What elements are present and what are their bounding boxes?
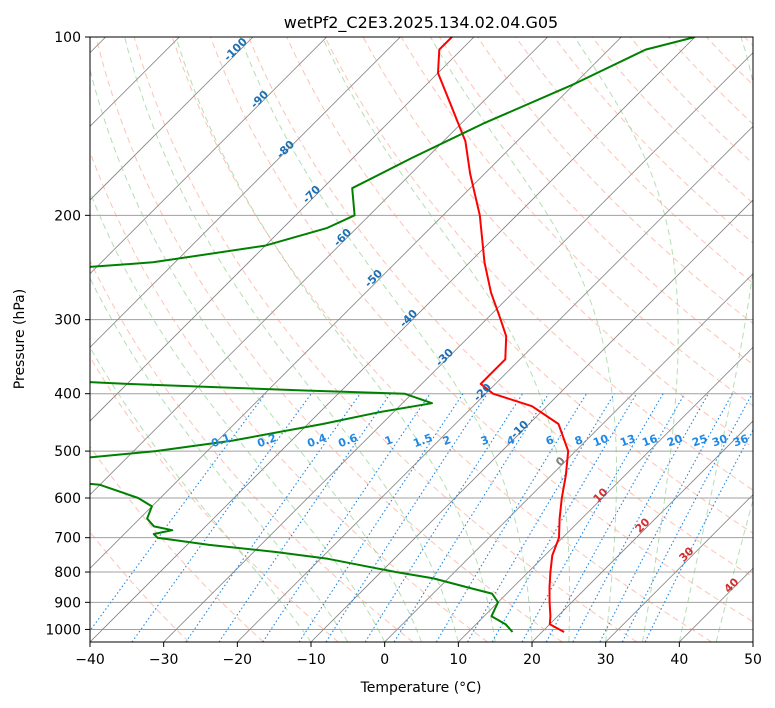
mixing-ratio-label: 2 <box>441 433 453 448</box>
y-tick-label: 900 <box>54 595 81 611</box>
mixing-ratio-label: 30 <box>710 432 729 450</box>
isotherm-line <box>605 494 753 642</box>
mixing-ratio-line <box>572 393 709 642</box>
isotherm-line <box>163 52 753 642</box>
isotherm-line <box>531 420 753 642</box>
y-tick-label: 300 <box>54 313 81 329</box>
mixing-ratio-line <box>325 393 488 642</box>
mixing-ratio-line <box>435 393 587 642</box>
moist-adiabat-line <box>239 37 533 642</box>
isotherm-line <box>90 37 696 642</box>
dry-adiabat-line <box>286 37 753 534</box>
x-tick-label: −40 <box>75 652 105 668</box>
zero-isotherm-line <box>384 272 753 642</box>
mixing-ratio-label: 20 <box>665 432 684 450</box>
isotherm-line <box>90 37 327 275</box>
x-tick-label: 30 <box>597 652 615 668</box>
x-tick-label: 50 <box>744 652 762 668</box>
dry-adiabat-line <box>133 37 638 642</box>
moist-adiabat-line <box>90 190 386 642</box>
mixing-ratio-label: 16 <box>640 432 659 450</box>
mixing-ratio-label: 25 <box>690 432 709 449</box>
mixing-ratio-label: 10 <box>591 432 610 450</box>
isotherm-line <box>90 37 475 422</box>
mixing-ratio-line <box>545 393 686 642</box>
x-tick-label: −20 <box>223 652 253 668</box>
x-tick-label: −10 <box>296 652 326 668</box>
moist-adiabat-line <box>715 498 753 642</box>
isotherm-line <box>90 37 548 496</box>
x-tick-label: 20 <box>523 652 541 668</box>
temperature-profile-line <box>437 37 570 633</box>
mixing-ratio-label: 1.5 <box>411 431 434 450</box>
y-tick-label: 700 <box>54 531 81 547</box>
y-tick-label: 500 <box>54 444 81 460</box>
mixing-ratio-line <box>644 428 753 642</box>
isotherm-line <box>458 346 753 642</box>
moist-adiabat-line <box>429 37 617 642</box>
y-tick-label: 100 <box>54 30 81 46</box>
mixing-ratio-line <box>467 393 615 642</box>
moist-adiabat-line <box>90 346 312 642</box>
mixing-ratio-line <box>491 393 637 642</box>
dry-adiabat-line <box>95 37 563 642</box>
dry-adiabat-line <box>248 37 753 578</box>
y-tick-label: 200 <box>54 208 81 224</box>
dry-adiabat-line <box>90 445 264 642</box>
y-tick-label: 600 <box>54 491 81 507</box>
chart-title: wetPf2_C2E3.2025.134.02.04.G05 <box>284 13 558 33</box>
moist-adiabat-line <box>175 37 496 642</box>
dry-adiabat-line <box>324 37 753 491</box>
dry-adiabat-line <box>171 37 712 642</box>
dry-adiabat-line <box>210 37 753 623</box>
mixing-ratio-label: 0.2 <box>255 431 278 450</box>
mixing-ratio-label: 13 <box>618 432 637 449</box>
isotherm-line <box>90 37 401 348</box>
isotherm-line <box>90 37 622 569</box>
mixing-ratio-line <box>393 393 550 642</box>
mixing-ratio-label: 0.6 <box>336 431 359 450</box>
moist-adiabat-line <box>678 37 753 642</box>
mixing-ratio-label: 4 <box>505 433 517 448</box>
x-tick-label: −30 <box>149 652 179 668</box>
mixing-ratio-label: 0.1 <box>209 431 232 450</box>
moist-adiabat-line <box>90 276 349 642</box>
x-axis-title: Temperature (°C) <box>360 680 482 696</box>
x-tick-label: 0 <box>380 652 389 668</box>
mixing-ratio-line <box>131 393 312 642</box>
x-tick-label: 40 <box>670 652 688 668</box>
dry-adiabat-line <box>90 259 414 642</box>
mixing-ratio-label: 1 <box>383 433 395 448</box>
dry-adiabat-line <box>90 356 339 642</box>
x-tick-label: 10 <box>449 652 467 668</box>
mixing-ratio-label: 36 <box>731 432 750 450</box>
y-axis-title: Pressure (hPa) <box>12 289 28 389</box>
moist-adiabat-line <box>90 67 422 642</box>
plot-frame <box>89 36 754 643</box>
mixing-ratio-line <box>364 393 524 642</box>
mixing-ratio-label: 0.4 <box>305 431 328 450</box>
mixing-ratio-label: 6 <box>544 433 556 448</box>
moist-adiabat-line <box>573 37 679 642</box>
mixing-ratio-line <box>298 393 464 642</box>
y-tick-label: 800 <box>54 565 81 581</box>
isotherm-line <box>237 125 753 642</box>
isotherm-line <box>90 37 254 201</box>
y-tick-label: 1000 <box>45 622 81 638</box>
mixing-ratio-label: 8 <box>573 433 585 448</box>
moist-adiabat-line <box>124 37 459 642</box>
y-tick-label: 400 <box>54 387 81 403</box>
dry-adiabat-line <box>515 37 753 284</box>
mixing-ratio-line <box>521 393 664 642</box>
mixing-ratio-line <box>262 393 431 642</box>
mixing-ratio-label: 3 <box>479 433 491 448</box>
dewpoint-profile-line <box>90 37 696 633</box>
